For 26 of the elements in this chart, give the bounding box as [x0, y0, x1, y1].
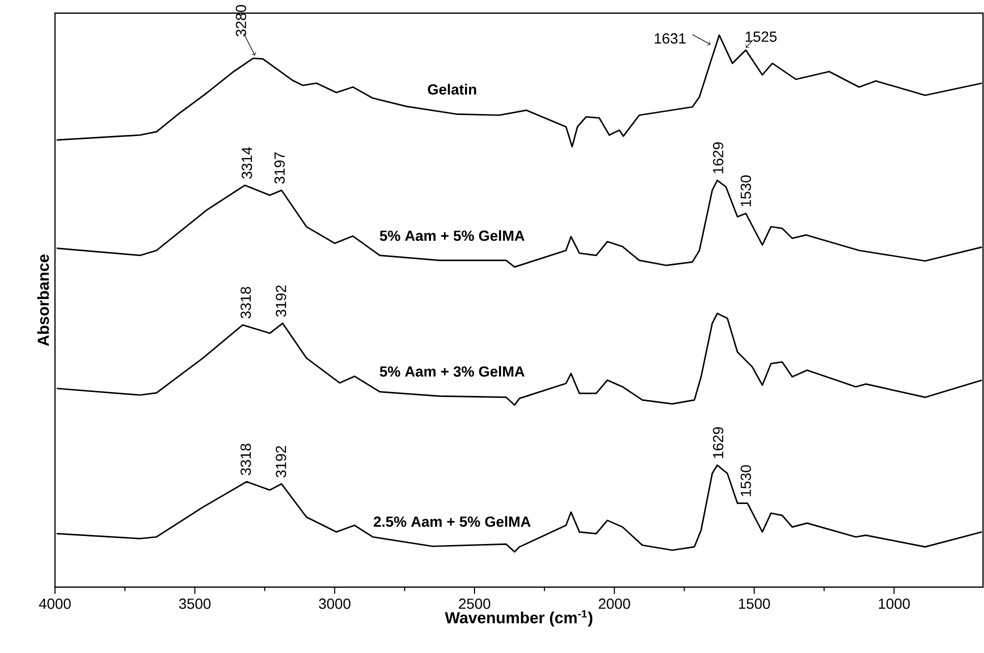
annotation: 1525	[746, 31, 777, 42]
annotation: 1629	[712, 142, 724, 174]
series-label: Gelatin	[428, 84, 476, 95]
annotation: 3192	[276, 285, 286, 317]
x-tick-label: 3500	[179, 598, 211, 609]
x-tick-label: 1000	[878, 598, 910, 609]
y-axis-title: Absorbance	[37, 254, 49, 346]
series-label: 2.5% Aam + 5% GelMA	[374, 516, 531, 527]
annotation: 3280	[236, 4, 246, 36]
x-tick-label: 2000	[598, 598, 630, 609]
annotation: 3318	[240, 444, 251, 476]
x-tick-label: 4000	[39, 598, 71, 609]
series-label: 5% Aam + 3% GelMA	[380, 366, 524, 377]
annotation: 1631	[654, 33, 686, 44]
annotation: 1530	[740, 465, 752, 496]
series-label: 5% Aam + 5% GelMA	[380, 230, 524, 241]
annotation: 3197	[274, 152, 285, 184]
x-axis-title: Wavenumber (cm$^{-1}$)	[444, 610, 592, 626]
annotation: 3314	[242, 147, 252, 179]
x-tick-label: 1500	[739, 598, 770, 609]
x-tick-label: 2500	[458, 598, 490, 609]
annotation: 1629	[712, 427, 724, 458]
annotation: 3192	[276, 446, 286, 478]
annotation: 3318	[240, 286, 251, 318]
annotation: 1530	[740, 175, 752, 206]
x-tick-label: 3000	[318, 598, 350, 609]
